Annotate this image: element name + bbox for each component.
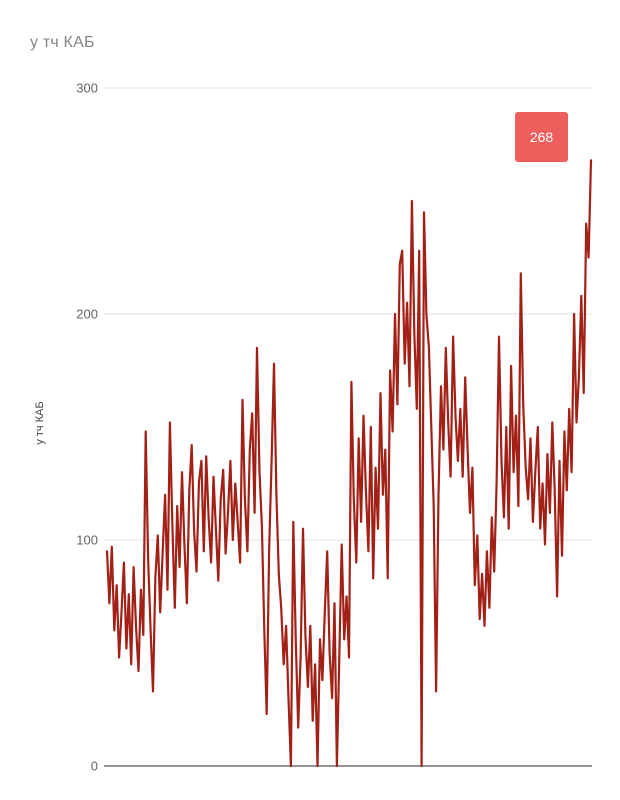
last-value-badge: 268 [515, 112, 568, 162]
chart-title: у тч КАБ [30, 34, 95, 51]
data-line [105, 159, 593, 768]
last-value-badge-text: 268 [529, 129, 554, 145]
y-tick-label-0: 0 [90, 758, 98, 774]
y-tick-label-200: 200 [76, 306, 98, 322]
y-tick-label-300: 300 [76, 80, 98, 96]
y-tick-label-100: 100 [76, 532, 98, 548]
